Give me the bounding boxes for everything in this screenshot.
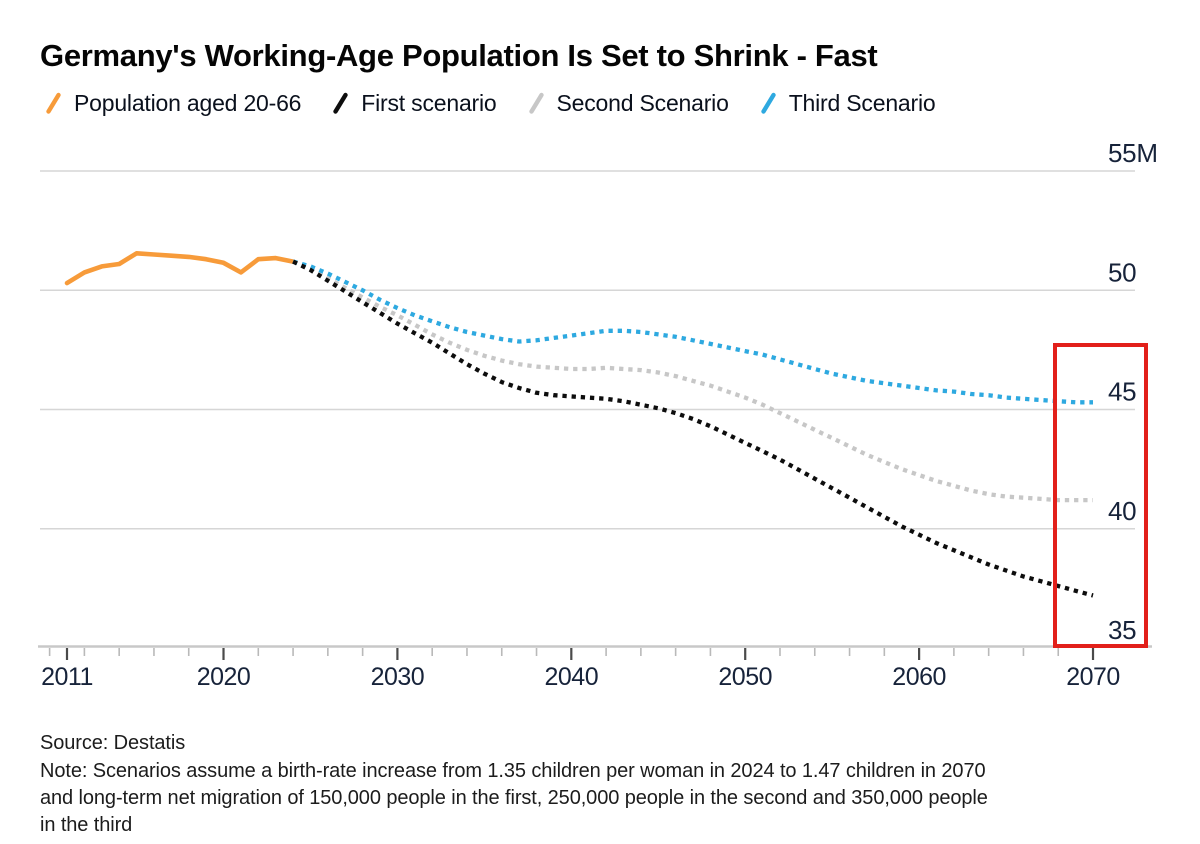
x-axis-label: 2050 [718,663,772,691]
highlight-box [1053,343,1148,648]
x-axis-label: 2070 [1066,663,1120,691]
legend-item-third-scenario: Third Scenario [759,90,936,117]
footer-notes: Source: Destatis Note: Scenarios assume … [40,730,1170,839]
legend: Population aged 20-66 First scenario Sec… [44,90,936,117]
y-axis-label: 45 [1108,377,1136,407]
legend-label: First scenario [361,90,497,116]
x-axis-label: 2040 [544,663,598,691]
source-text: Source: Destatis [40,732,186,754]
series-line-first-scenario [292,259,1094,598]
x-axis-label: 2011 [41,663,93,691]
legend-label: Third Scenario [788,90,936,116]
x-axis-label: 2030 [371,663,425,691]
gray-slash-icon [528,92,544,114]
y-axis-label: 35 [1108,615,1136,645]
series-line-population-aged-20-66 [64,251,296,286]
x-axis-label: 2020 [197,663,251,691]
orange-slash-icon [46,92,61,114]
x-axis-label: 2060 [892,663,946,691]
y-axis-label: 55M [1108,138,1158,168]
note-text-line: and long-term net migration of 150,000 p… [40,787,988,809]
legend-item-first-scenario: First scenario [331,90,497,117]
series-line-second-scenario [292,259,1093,503]
note-text-line: Note: Scenarios assume a birth-rate incr… [40,760,986,782]
note-text-line: in the third [40,814,133,836]
legend-item-second-scenario: Second Scenario [527,90,729,117]
legend-item-population: Population aged 20-66 [44,90,301,117]
legend-label: Population aged 20-66 [74,90,302,116]
chart-title: Germany's Working-Age Population Is Set … [40,38,878,73]
black-slash-icon [333,92,348,114]
y-axis-label: 40 [1108,496,1136,526]
y-axis-label: 50 [1108,257,1136,287]
series-line-third-scenario [292,259,1093,405]
legend-label: Second Scenario [556,90,729,116]
blue-slash-icon [761,92,776,114]
